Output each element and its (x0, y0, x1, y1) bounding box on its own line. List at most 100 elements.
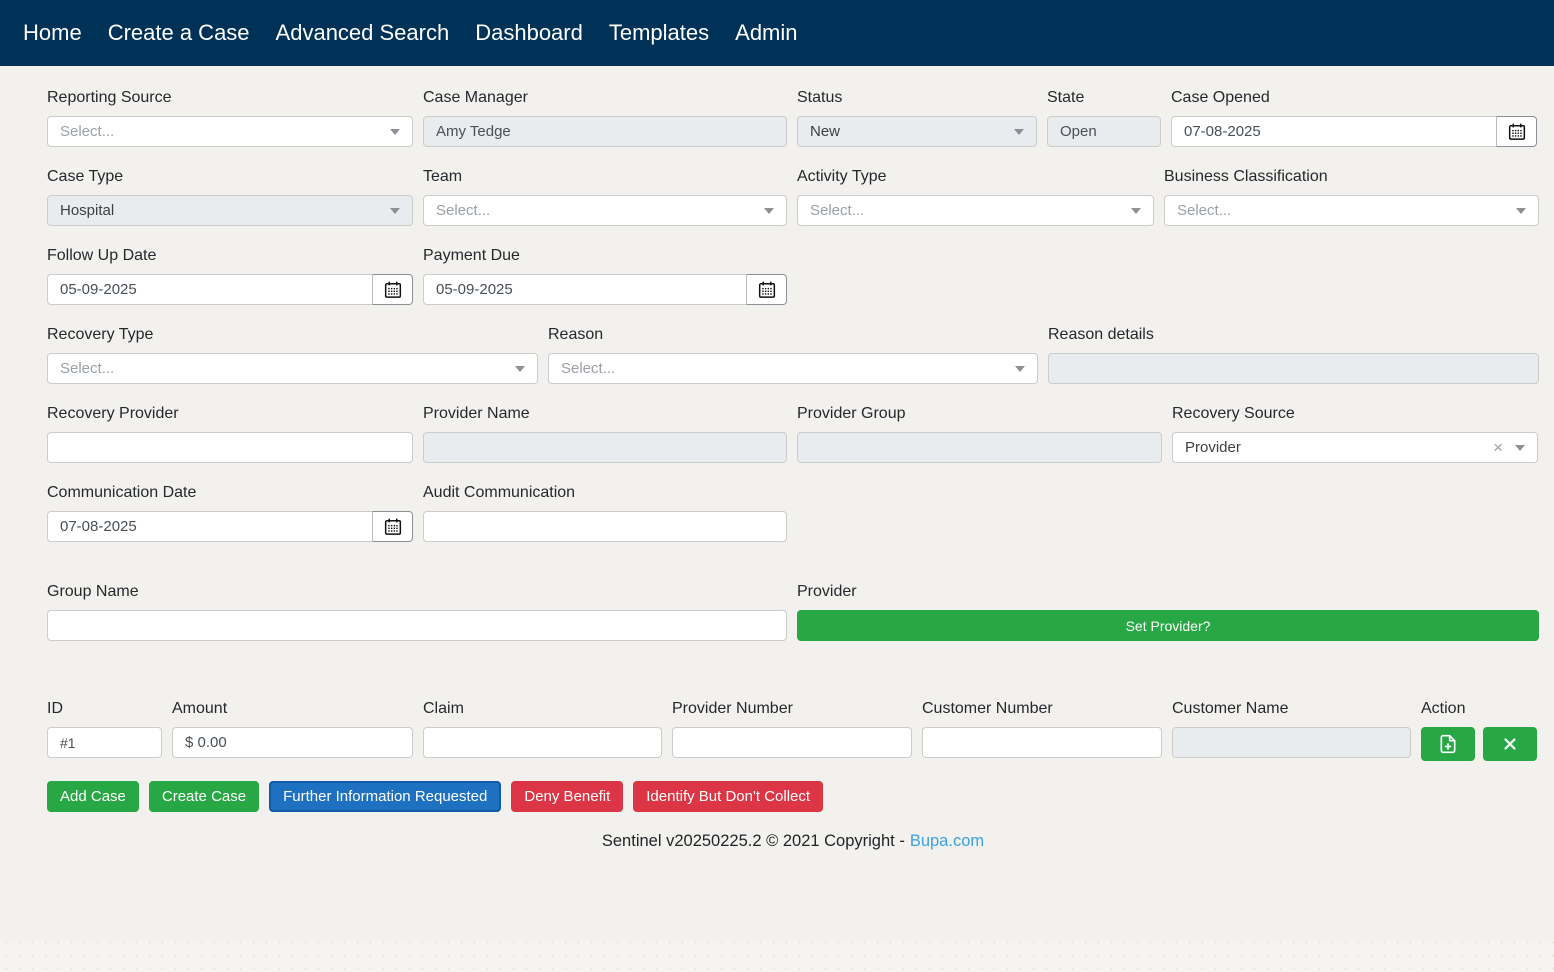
communication-date-input[interactable] (47, 511, 373, 542)
case-type-label: Case Type (47, 168, 124, 185)
nav-item-advanced-search[interactable]: Advanced Search (275, 20, 450, 45)
recovery-source-value: Provider (1185, 439, 1241, 456)
claim-number-input[interactable] (423, 727, 662, 758)
case-opened-input[interactable] (1171, 116, 1497, 147)
add-claim-button[interactable] (1421, 727, 1475, 761)
business-classification-select[interactable]: Select... (1164, 195, 1539, 226)
claim-customer-number-label: Customer Number (922, 700, 1053, 717)
field-recovery-type: Recovery Type Select... (47, 325, 538, 384)
field-business-classification: Business Classification Select... (1164, 167, 1539, 226)
recovery-type-label: Recovery Type (47, 326, 154, 343)
team-value: Select... (436, 202, 491, 219)
footer-text: Sentinel v20250225.2 © 2021 Copyright - (601, 832, 905, 850)
reason-select[interactable]: Select... (548, 353, 1038, 384)
field-activity-type: Activity Type Select... (797, 167, 1154, 226)
field-case-type: Case Type Hospital (47, 167, 413, 226)
file-plus-icon (1440, 734, 1456, 754)
business-classification-label: Business Classification (1164, 168, 1328, 185)
chevron-down-icon (1014, 128, 1024, 135)
recovery-provider-label: Recovery Provider (47, 405, 179, 422)
field-claim-action: Action (1421, 699, 1539, 761)
set-provider-button[interactable]: Set Provider? (797, 610, 1539, 641)
field-case-manager: Case Manager (423, 88, 787, 147)
state-label: State (1047, 89, 1085, 106)
nav-item-admin[interactable]: Admin (735, 20, 798, 45)
field-team: Team Select... (423, 167, 787, 226)
reason-value: Select... (561, 360, 616, 377)
clear-x-icon[interactable]: × (1493, 438, 1503, 457)
bupa-link[interactable]: Bupa.com (909, 832, 985, 850)
claim-row: ID Amount Claim Provider Number Customer… (47, 699, 1539, 761)
nav-item-templates[interactable]: Templates (608, 20, 710, 45)
status-value: New (810, 123, 841, 140)
deny-benefit-button[interactable]: Deny Benefit (511, 781, 624, 812)
follow-up-date-input[interactable] (47, 274, 373, 305)
field-payment-due: Payment Due (423, 246, 787, 305)
communication-date-calendar-button[interactable] (372, 511, 413, 542)
case-type-select[interactable]: Hospital (47, 195, 413, 226)
communication-date-label: Communication Date (47, 484, 197, 501)
add-case-button[interactable]: Add Case (47, 781, 139, 812)
field-follow-up-date: Follow Up Date (47, 246, 413, 305)
field-claim-amount: Amount (172, 699, 413, 761)
nav-item-dashboard[interactable]: Dashboard (475, 20, 583, 45)
activity-type-select[interactable]: Select... (797, 195, 1154, 226)
field-claim-customer-name: Customer Name (1172, 699, 1411, 761)
field-recovery-provider: Recovery Provider (47, 404, 413, 463)
create-case-button[interactable]: Create Case (148, 781, 260, 812)
navbar: Home Create a Case Advanced Search Dashb… (0, 0, 1554, 66)
field-audit-communication: Audit Communication (423, 483, 787, 542)
chevron-down-icon (1516, 207, 1526, 214)
follow-up-date-label: Follow Up Date (47, 247, 157, 264)
field-state: State (1047, 88, 1161, 147)
calendar-icon (1508, 123, 1525, 140)
claim-id-input[interactable] (47, 727, 162, 758)
form-actions: Add Case Create Case Further Information… (47, 781, 1539, 812)
chevron-down-icon (764, 207, 774, 214)
case-manager-input (423, 116, 787, 147)
reporting-source-select[interactable]: Select... (47, 116, 413, 147)
case-opened-calendar-button[interactable] (1496, 116, 1537, 147)
nav-item-create-a-case[interactable]: Create a Case (107, 20, 250, 45)
field-recovery-source: Recovery Source Provider × (1172, 404, 1538, 463)
reason-details-input (1048, 353, 1539, 384)
recovery-provider-input[interactable] (47, 432, 413, 463)
recovery-source-select[interactable]: Provider × (1172, 432, 1538, 463)
business-classification-value: Select... (1177, 202, 1232, 219)
field-group-name: Group Name (47, 582, 787, 641)
chevron-down-icon (390, 207, 400, 214)
status-select[interactable]: New (797, 116, 1037, 147)
identify-but-dont-collect-button[interactable]: Identify But Don't Collect (633, 781, 824, 812)
field-status: Status New (797, 88, 1037, 147)
chevron-down-icon (390, 128, 400, 135)
activity-type-label: Activity Type (797, 168, 887, 185)
field-provider-name: Provider Name (423, 404, 787, 463)
reporting-source-label: Reporting Source (47, 89, 172, 106)
audit-communication-input[interactable] (423, 511, 787, 542)
case-type-value: Hospital (60, 202, 115, 219)
chevron-down-icon (1015, 365, 1025, 372)
payment-due-input[interactable] (423, 274, 747, 305)
footer: Sentinel v20250225.2 © 2021 Copyright -B… (47, 832, 1539, 851)
state-input (1047, 116, 1161, 147)
reason-details-label: Reason details (1048, 326, 1154, 343)
recovery-type-select[interactable]: Select... (47, 353, 538, 384)
audit-communication-label: Audit Communication (423, 484, 576, 501)
further-information-requested-button[interactable]: Further Information Requested (269, 781, 502, 812)
payment-due-calendar-button[interactable] (746, 274, 787, 305)
remove-claim-button[interactable] (1483, 727, 1537, 761)
nav-item-home[interactable]: Home (23, 20, 82, 45)
calendar-icon (758, 281, 775, 298)
claim-provider-number-input[interactable] (672, 727, 912, 758)
team-select[interactable]: Select... (423, 195, 787, 226)
claim-provider-number-label: Provider Number (672, 700, 793, 717)
team-label: Team (423, 168, 463, 185)
field-claim-provider-number: Provider Number (672, 699, 912, 761)
claim-customer-number-input[interactable] (922, 727, 1162, 758)
recovery-type-value: Select... (60, 360, 115, 377)
claim-amount-input[interactable] (172, 727, 413, 758)
group-name-input[interactable] (47, 610, 787, 641)
calendar-icon (384, 518, 401, 535)
activity-type-value: Select... (810, 202, 865, 219)
follow-up-date-calendar-button[interactable] (372, 274, 413, 305)
